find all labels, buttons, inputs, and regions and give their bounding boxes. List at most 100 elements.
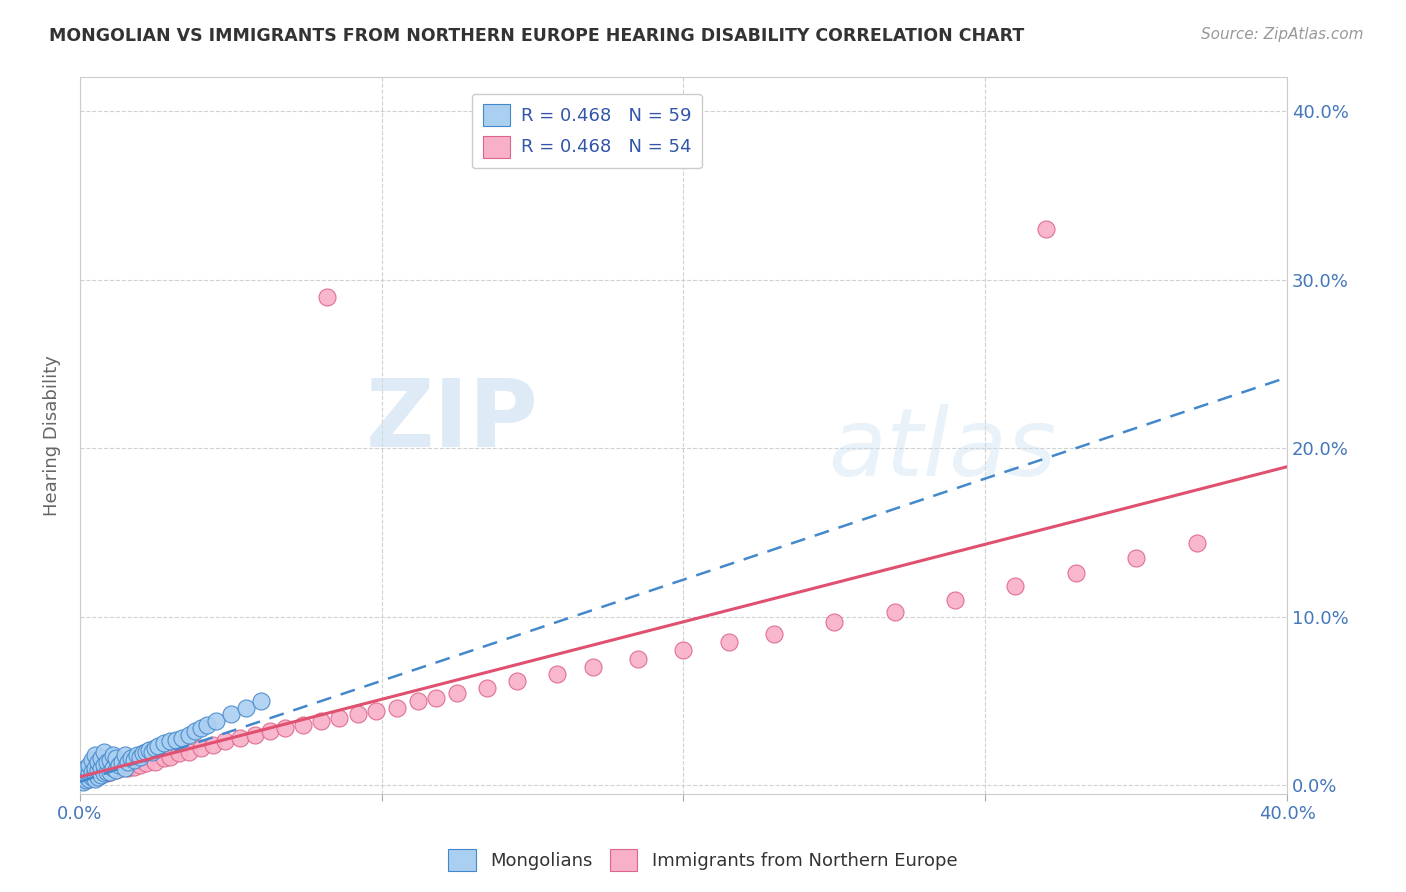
Text: Source: ZipAtlas.com: Source: ZipAtlas.com bbox=[1201, 27, 1364, 42]
Point bbox=[127, 747, 149, 762]
Point bbox=[446, 685, 468, 699]
Point bbox=[96, 764, 118, 779]
Point bbox=[129, 749, 152, 764]
Point bbox=[141, 745, 163, 759]
Legend: R = 0.468   N = 59, R = 0.468   N = 54: R = 0.468 N = 59, R = 0.468 N = 54 bbox=[472, 94, 702, 169]
Text: ZIP: ZIP bbox=[366, 376, 538, 467]
Point bbox=[93, 758, 115, 772]
Point bbox=[75, 768, 97, 782]
Point bbox=[183, 724, 205, 739]
Point bbox=[90, 751, 112, 765]
Point bbox=[93, 745, 115, 759]
Point bbox=[165, 732, 187, 747]
Point bbox=[717, 635, 740, 649]
Point bbox=[108, 758, 131, 772]
Point bbox=[114, 747, 136, 762]
Point bbox=[72, 770, 94, 784]
Point bbox=[72, 773, 94, 788]
Y-axis label: Hearing Disability: Hearing Disability bbox=[44, 355, 60, 516]
Point bbox=[311, 714, 333, 729]
Point bbox=[243, 728, 266, 742]
Point bbox=[364, 704, 387, 718]
Point bbox=[84, 770, 107, 784]
Point bbox=[214, 734, 236, 748]
Point bbox=[105, 751, 128, 765]
Point bbox=[292, 717, 315, 731]
Point bbox=[80, 753, 103, 767]
Point bbox=[87, 763, 110, 777]
Point bbox=[75, 773, 97, 788]
Point bbox=[229, 731, 252, 745]
Point bbox=[274, 721, 297, 735]
Point bbox=[159, 734, 181, 748]
Point bbox=[90, 768, 112, 782]
Point bbox=[153, 751, 176, 765]
Point bbox=[506, 673, 529, 688]
Point bbox=[77, 766, 100, 780]
Point bbox=[177, 728, 200, 742]
Point bbox=[87, 755, 110, 769]
Point bbox=[1125, 550, 1147, 565]
Point bbox=[204, 714, 226, 729]
Point bbox=[98, 764, 121, 779]
Point bbox=[111, 761, 134, 775]
Point bbox=[96, 766, 118, 780]
Point bbox=[122, 753, 145, 767]
Point bbox=[219, 707, 242, 722]
Point bbox=[80, 768, 103, 782]
Point bbox=[111, 755, 134, 769]
Point bbox=[129, 758, 152, 772]
Point bbox=[77, 772, 100, 786]
Point bbox=[84, 747, 107, 762]
Point bbox=[250, 694, 273, 708]
Point bbox=[80, 770, 103, 784]
Point bbox=[143, 755, 166, 769]
Point bbox=[122, 760, 145, 774]
Point bbox=[195, 717, 218, 731]
Point bbox=[763, 626, 786, 640]
Point bbox=[77, 758, 100, 772]
Point bbox=[96, 755, 118, 769]
Point bbox=[235, 700, 257, 714]
Point bbox=[316, 289, 339, 303]
Point bbox=[546, 667, 568, 681]
Point bbox=[190, 721, 212, 735]
Legend: Mongolians, Immigrants from Northern Europe: Mongolians, Immigrants from Northern Eur… bbox=[441, 842, 965, 879]
Point bbox=[72, 775, 94, 789]
Point bbox=[84, 772, 107, 786]
Point bbox=[105, 763, 128, 777]
Point bbox=[627, 652, 650, 666]
Point bbox=[101, 747, 124, 762]
Point bbox=[90, 768, 112, 782]
Point bbox=[477, 681, 499, 695]
Point bbox=[135, 745, 157, 759]
Point bbox=[84, 761, 107, 775]
Point bbox=[75, 761, 97, 775]
Point bbox=[80, 764, 103, 779]
Point bbox=[943, 592, 966, 607]
Point bbox=[93, 764, 115, 779]
Point bbox=[177, 745, 200, 759]
Point bbox=[823, 615, 845, 629]
Point bbox=[169, 746, 191, 760]
Point bbox=[1064, 566, 1087, 580]
Point bbox=[190, 741, 212, 756]
Point bbox=[98, 753, 121, 767]
Point bbox=[117, 761, 139, 775]
Point bbox=[90, 761, 112, 775]
Point bbox=[138, 743, 160, 757]
Point bbox=[1185, 535, 1208, 549]
Text: atlas: atlas bbox=[828, 404, 1056, 495]
Point bbox=[93, 766, 115, 780]
Point bbox=[328, 711, 350, 725]
Point bbox=[385, 700, 408, 714]
Point bbox=[77, 772, 100, 786]
Point bbox=[143, 741, 166, 756]
Point bbox=[114, 761, 136, 775]
Text: MONGOLIAN VS IMMIGRANTS FROM NORTHERN EUROPE HEARING DISABILITY CORRELATION CHAR: MONGOLIAN VS IMMIGRANTS FROM NORTHERN EU… bbox=[49, 27, 1025, 45]
Point bbox=[120, 751, 142, 765]
Point bbox=[87, 766, 110, 780]
Point bbox=[582, 660, 605, 674]
Point bbox=[84, 766, 107, 780]
Point bbox=[1035, 222, 1057, 236]
